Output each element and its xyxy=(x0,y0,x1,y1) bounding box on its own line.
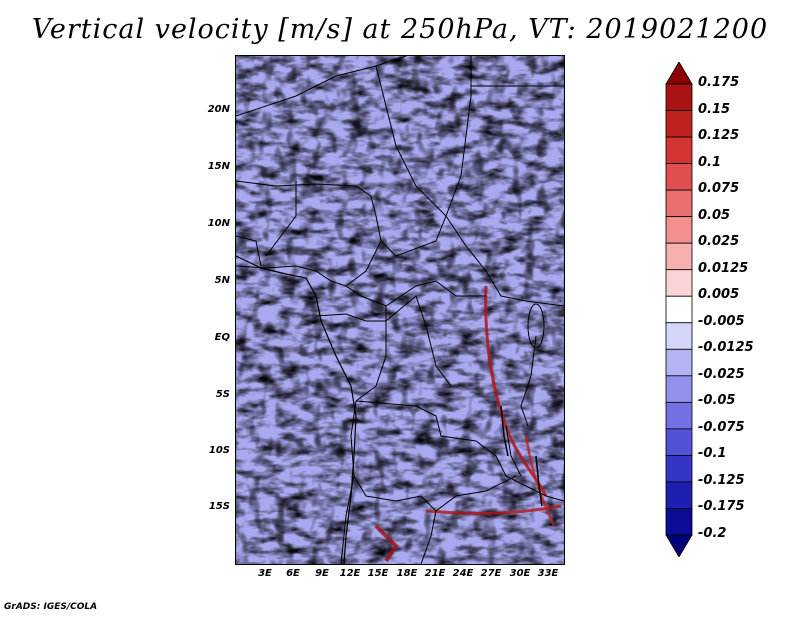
colorbar-segment xyxy=(665,322,693,350)
lon-label: 27E xyxy=(480,568,502,579)
lat-label: 10N xyxy=(207,218,230,229)
lat-label: 5S xyxy=(215,389,230,400)
colorbar-segment xyxy=(665,481,693,509)
colorbar-segment xyxy=(665,295,693,324)
colorbar-segment xyxy=(665,83,693,111)
colorbar-label: -0.1 xyxy=(698,446,727,462)
lat-label: 15N xyxy=(207,161,230,172)
colorbar-label: 0.075 xyxy=(698,181,740,197)
colorbar-label: -0.2 xyxy=(698,526,727,541)
colorbar-label: -0.05 xyxy=(698,393,736,409)
colorbar-label: 0.05 xyxy=(698,207,731,223)
colorbar-segment xyxy=(665,348,693,377)
lon-label: 24E xyxy=(452,568,474,579)
footer-credit: GrADS: IGES/COLA xyxy=(4,602,98,612)
lon-label: 6E xyxy=(286,568,300,579)
colorbar-label: 0.175 xyxy=(698,75,740,90)
lat-label: 10S xyxy=(208,445,230,456)
lat-label: 15S xyxy=(208,501,230,512)
colorbar-label: -0.175 xyxy=(698,499,745,515)
colorbar-label: 0.1 xyxy=(698,154,722,170)
lat-label: 5N xyxy=(214,275,230,286)
colorbar-label: -0.125 xyxy=(698,472,745,488)
colorbar-segment xyxy=(665,216,693,244)
colorbar-label: 0.125 xyxy=(698,128,740,144)
lake-malawi xyxy=(535,455,543,507)
colorbar-segment xyxy=(665,508,693,536)
lon-label: 21E xyxy=(424,568,446,579)
lon-label: 3E xyxy=(258,568,272,579)
chart-title: Vertical velocity [m/s] at 250hPa, VT: 2… xyxy=(31,14,769,45)
lon-label: 33E xyxy=(537,568,559,579)
colorbar-segment xyxy=(665,136,693,164)
colorbar-label: 0.005 xyxy=(698,287,740,303)
lon-label: 30E xyxy=(509,568,531,579)
colorbar-segment xyxy=(665,428,693,456)
map-panel xyxy=(235,55,565,565)
lon-label: 18E xyxy=(396,568,418,579)
colorbar-segment xyxy=(665,455,693,483)
lake-victoria xyxy=(527,303,545,349)
colorbar-segment xyxy=(665,401,693,430)
lon-label: 15E xyxy=(367,568,389,579)
lake-tanganyika xyxy=(500,405,509,457)
lon-label: 12E xyxy=(339,568,361,579)
velocity-field xyxy=(236,56,564,564)
colorbar-segment xyxy=(665,163,693,191)
lat-label: 20N xyxy=(207,104,230,115)
colorbar-segment xyxy=(665,62,693,85)
colorbar xyxy=(665,62,693,557)
colorbar-label: 0.0125 xyxy=(698,260,749,276)
colorbar-label: 0.15 xyxy=(698,101,731,117)
colorbar-label: -0.075 xyxy=(698,419,745,435)
lon-label: 9E xyxy=(315,568,329,579)
colorbar-segment xyxy=(665,375,693,403)
colorbar-segment xyxy=(665,242,693,271)
colorbar-segment xyxy=(665,534,693,557)
colorbar-label: -0.025 xyxy=(698,366,745,382)
colorbar-label: -0.0125 xyxy=(698,340,754,356)
colorbar-segment xyxy=(665,189,693,218)
coastline xyxy=(236,255,357,564)
lat-label: EQ xyxy=(214,332,230,343)
colorbar-segment xyxy=(665,269,693,297)
colorbar-label: -0.005 xyxy=(698,313,745,329)
colorbar-label: 0.025 xyxy=(698,234,740,250)
colorbar-segment xyxy=(665,110,693,138)
country-borders xyxy=(236,56,564,564)
